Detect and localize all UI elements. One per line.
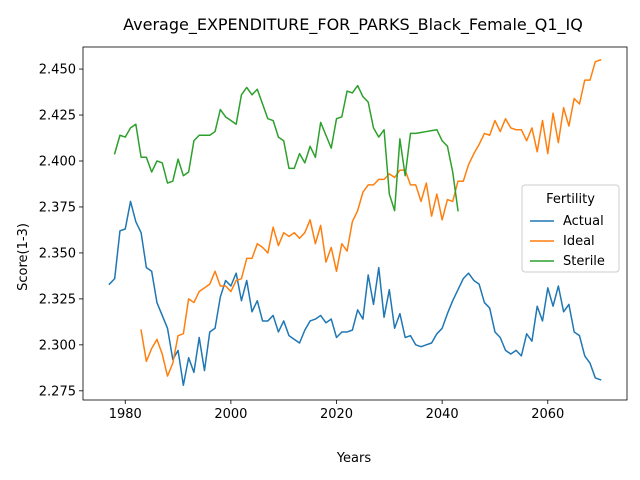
x-tick-label: 2020 xyxy=(320,407,353,422)
y-axis-label: Score(1-3) xyxy=(16,223,31,291)
series-line-actual xyxy=(108,200,602,387)
legend-label-actual: Actual xyxy=(563,214,604,229)
y-tick-label: 2.425 xyxy=(39,109,76,124)
x-tick-label: 1980 xyxy=(109,407,142,422)
x-tick-label: 2060 xyxy=(531,407,564,422)
series-line-sterile xyxy=(113,84,459,212)
y-tick-label: 2.375 xyxy=(39,200,76,215)
series-line-ideal xyxy=(140,58,602,377)
plot-frame xyxy=(82,46,628,401)
y-tick-label: 2.400 xyxy=(39,154,76,169)
x-axis-label: Years xyxy=(336,451,372,466)
y-tick-label: 2.325 xyxy=(39,292,76,307)
x-tick-label: 2000 xyxy=(214,407,247,422)
legend-title: Fertility xyxy=(546,192,595,207)
y-tick-label: 2.450 xyxy=(39,63,76,78)
y-tick-label: 2.350 xyxy=(39,246,76,261)
legend: Fertility Actual Ideal Sterile xyxy=(521,184,620,273)
legend-box xyxy=(521,184,620,273)
plot-area xyxy=(82,46,628,401)
legend-label-sterile: Sterile xyxy=(563,254,605,269)
y-tick-label: 2.300 xyxy=(39,338,76,353)
chart-title: Average_EXPENDITURE_FOR_PARKS_Black_Fema… xyxy=(123,15,583,35)
y-axis: 2.275 2.300 2.325 2.350 2.375 2.400 2.425 2.450 xyxy=(39,63,83,399)
x-axis: 1980 2000 2020 2040 2060 xyxy=(109,400,564,422)
x-tick-label: 2040 xyxy=(426,407,459,422)
y-tick-label: 2.275 xyxy=(39,384,76,399)
legend-label-ideal: Ideal xyxy=(563,234,595,249)
